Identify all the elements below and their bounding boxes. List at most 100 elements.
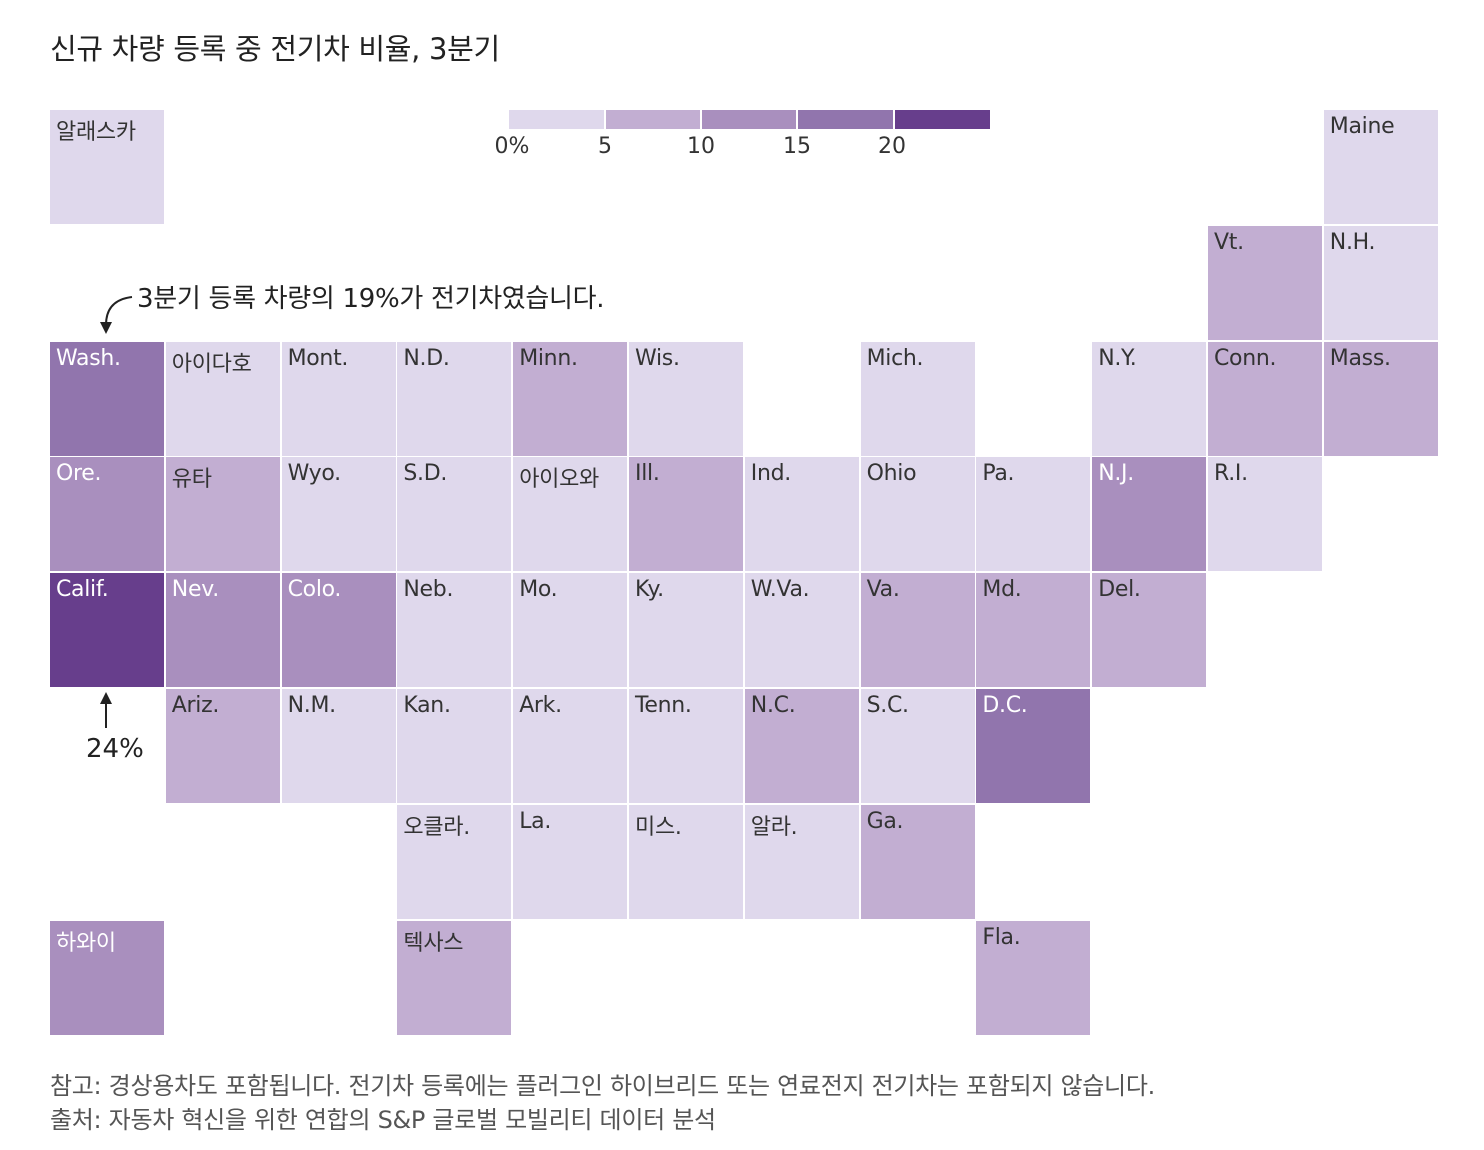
state-tile: Tenn. bbox=[629, 689, 743, 803]
state-label: Ohio bbox=[866, 461, 917, 487]
state-tile: N.M. bbox=[281, 689, 396, 803]
legend-swatch-1 bbox=[606, 110, 700, 129]
state-tile: 하와이 bbox=[50, 920, 164, 1035]
color-legend: 0% 5 10 15 20 bbox=[495, 110, 990, 170]
state-tile: Ark. bbox=[513, 689, 628, 803]
state-label: Minn. bbox=[519, 345, 578, 371]
state-tile: 아이다호 bbox=[165, 341, 280, 456]
state-label: Wash. bbox=[56, 345, 121, 371]
state-label: Conn. bbox=[1214, 345, 1277, 371]
legend-tick: 10 bbox=[687, 134, 715, 159]
state-label: S.C. bbox=[866, 693, 909, 718]
state-tile: Wash. bbox=[50, 341, 164, 456]
calif-arrow-head bbox=[100, 692, 112, 704]
state-tile: Ore. bbox=[50, 457, 164, 572]
state-label: 아이오와 bbox=[519, 467, 599, 493]
state-tile: Neb. bbox=[397, 573, 512, 688]
state-label: N.M. bbox=[287, 693, 337, 718]
state-tile: Mo. bbox=[513, 573, 628, 688]
state-label: Colo. bbox=[287, 577, 342, 603]
legend-swatch-4 bbox=[895, 110, 990, 129]
state-label: 하와이 bbox=[56, 930, 116, 956]
state-tile: Conn. bbox=[1208, 341, 1322, 456]
state-tile: Ga. bbox=[860, 804, 975, 919]
legend-swatch-2 bbox=[702, 110, 796, 129]
state-tile: 아이오와 bbox=[513, 457, 628, 572]
state-label: N.H. bbox=[1329, 229, 1376, 255]
state-tile: Ky. bbox=[629, 573, 743, 688]
legend-swatch-0 bbox=[509, 110, 604, 129]
state-tile: 미스. bbox=[629, 804, 743, 919]
state-label: Ark. bbox=[519, 693, 562, 718]
state-label: Mont. bbox=[287, 345, 349, 371]
state-tile: Va. bbox=[860, 573, 975, 688]
state-label: Nev. bbox=[171, 577, 219, 603]
state-tile: N.J. bbox=[1092, 457, 1207, 572]
chart-title: 신규 차량 등록 중 전기차 비율, 3분기 bbox=[50, 32, 500, 66]
state-tile: S.C. bbox=[860, 689, 975, 803]
state-label: 오클라. bbox=[403, 814, 470, 840]
state-tile: Maine bbox=[1323, 110, 1438, 224]
state-label: Md. bbox=[982, 577, 1022, 603]
state-label: N.C. bbox=[750, 693, 796, 718]
source-note: 출처: 자동차 혁신을 위한 연합의 S&P 글로벌 모빌리티 데이터 분석 bbox=[50, 1106, 716, 1134]
state-label: Wyo. bbox=[287, 461, 342, 487]
state-tile: Pa. bbox=[976, 457, 1091, 572]
legend-tick: 15 bbox=[783, 134, 811, 159]
state-label: N.Y. bbox=[1098, 345, 1137, 371]
state-tile: 알라. bbox=[744, 804, 859, 919]
state-tile: Md. bbox=[976, 573, 1091, 688]
state-tile: W.Va. bbox=[744, 573, 859, 688]
state-tile: S.D. bbox=[397, 457, 512, 572]
annotation-text: 3분기 등록 차량의 19%가 전기차였습니다. bbox=[137, 284, 605, 314]
state-tile: N.C. bbox=[744, 689, 859, 803]
wash-arrow-curve bbox=[105, 296, 133, 326]
state-label: W.Va. bbox=[750, 577, 810, 603]
state-label: Mass. bbox=[1329, 345, 1391, 371]
state-tile: Ohio bbox=[860, 457, 975, 572]
state-label: Del. bbox=[1098, 577, 1141, 603]
state-label: Mich. bbox=[866, 345, 924, 371]
state-tile: Colo. bbox=[281, 573, 396, 688]
state-label: Ariz. bbox=[171, 693, 220, 718]
state-label: 아이다호 bbox=[171, 351, 252, 377]
state-tile: N.D. bbox=[397, 341, 512, 456]
legend-tick: 0% bbox=[494, 134, 530, 159]
legend-tick: 20 bbox=[878, 134, 906, 159]
wash-arrow-head bbox=[100, 322, 112, 334]
state-tile: Minn. bbox=[513, 341, 628, 456]
state-label: Wis. bbox=[635, 345, 680, 371]
state-tile: Wyo. bbox=[281, 457, 396, 572]
state-tile: Wis. bbox=[629, 341, 743, 456]
state-label: Maine bbox=[1329, 114, 1395, 139]
state-tile: Ill. bbox=[629, 457, 743, 572]
state-tile: 텍사스 bbox=[397, 920, 512, 1035]
state-label: Mo. bbox=[519, 577, 558, 603]
state-label: Pa. bbox=[982, 461, 1015, 487]
state-label: Fla. bbox=[982, 924, 1021, 950]
state-label: N.D. bbox=[403, 345, 450, 371]
state-tile: 오클라. bbox=[397, 804, 512, 919]
state-label: 알라. bbox=[750, 814, 798, 840]
state-tile: 알래스카 bbox=[50, 110, 164, 224]
state-label: 알래스카 bbox=[56, 120, 136, 145]
state-tile: Fla. bbox=[976, 920, 1091, 1035]
state-label: La. bbox=[519, 808, 552, 834]
footnote: 참고: 경상용차도 포함됩니다. 전기차 등록에는 플러그인 하이브리드 또는 … bbox=[50, 1072, 1155, 1100]
state-tile: Nev. bbox=[165, 573, 280, 688]
state-label: Ind. bbox=[750, 461, 792, 487]
state-label: 유타 bbox=[171, 467, 212, 493]
state-label: Vt. bbox=[1214, 229, 1244, 255]
legend-swatch-3 bbox=[798, 110, 893, 129]
state-tile: D.C. bbox=[976, 689, 1091, 803]
state-tile: Ariz. bbox=[165, 689, 280, 803]
state-label: Calif. bbox=[56, 577, 109, 603]
state-tile: N.Y. bbox=[1092, 341, 1207, 456]
state-tile: Mich. bbox=[860, 341, 975, 456]
state-tile: Mont. bbox=[281, 341, 396, 456]
state-label: Ore. bbox=[56, 461, 102, 487]
state-tile: 유타 bbox=[165, 457, 280, 572]
state-tile: La. bbox=[513, 804, 628, 919]
state-tile: Kan. bbox=[397, 689, 512, 803]
legend-tick: 5 bbox=[598, 134, 612, 159]
